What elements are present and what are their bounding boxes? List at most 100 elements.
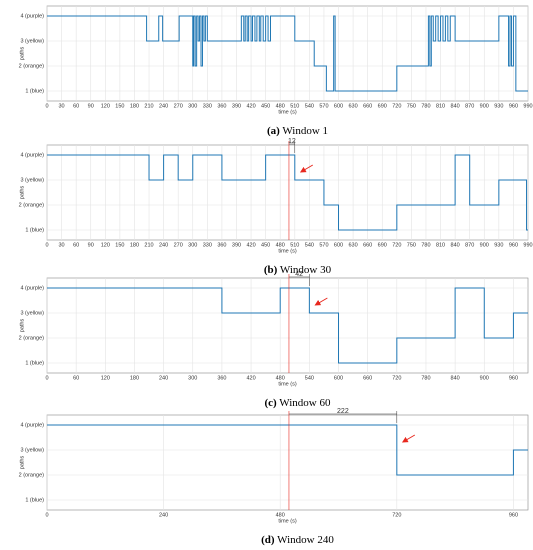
x-axis-label: time (s) bbox=[278, 381, 297, 387]
x-tick-label: 840 bbox=[451, 242, 460, 248]
x-tick-label: 270 bbox=[174, 103, 183, 109]
caption-text: Window 60 bbox=[279, 397, 331, 409]
x-tick-label: 150 bbox=[115, 103, 124, 109]
x-tick-label: 210 bbox=[144, 103, 153, 109]
chart-panel: 0 60 120 180 240 300 360 420 480 540 600 660 720 780 8… bbox=[19, 271, 529, 409]
y-tick-label: 3 (yellow) bbox=[20, 177, 44, 183]
plot-area bbox=[46, 414, 529, 511]
y-tick-label: 1 (blue) bbox=[25, 88, 44, 94]
caption-text: Window 240 bbox=[277, 534, 334, 546]
caption-text: Window 30 bbox=[280, 264, 332, 276]
x-tick-label: 690 bbox=[378, 242, 387, 248]
x-tick-label: 420 bbox=[246, 242, 255, 248]
caption-tag: (a) bbox=[267, 125, 280, 137]
caption: (a) Window 1 bbox=[267, 125, 328, 137]
x-tick-label: 540 bbox=[305, 242, 314, 248]
x-tick-label: 780 bbox=[421, 375, 430, 381]
x-tick-label: 240 bbox=[159, 103, 168, 109]
y-tick-label: 1 (blue) bbox=[25, 227, 44, 233]
x-tick-label: 960 bbox=[509, 512, 518, 518]
y-tick-label: 1 (blue) bbox=[25, 497, 44, 503]
x-tick-label: 360 bbox=[217, 242, 226, 248]
x-tick-label: 870 bbox=[465, 242, 474, 248]
x-tick-label: 240 bbox=[159, 512, 168, 518]
red-arrow bbox=[299, 164, 314, 173]
x-tick-label: 660 bbox=[363, 375, 372, 381]
x-tick-label: 600 bbox=[334, 242, 343, 248]
chart-panel: 0 30 60 90 120 150 180 210 240 270 300 330 360 390 420… bbox=[19, 138, 533, 276]
x-tick-label: 840 bbox=[451, 375, 460, 381]
x-tick-label: 300 bbox=[188, 242, 197, 248]
caption-text: Window 1 bbox=[282, 125, 328, 137]
red-arrow bbox=[401, 434, 416, 443]
caption: (c) Window 60 bbox=[265, 397, 331, 409]
x-tick-label: 780 bbox=[421, 103, 430, 109]
x-tick-label: 0 bbox=[45, 242, 48, 248]
x-tick-label: 600 bbox=[334, 103, 343, 109]
chart-panel: 0 30 60 90 120 150 180 210 240 270 300 330 360 390 420… bbox=[19, 5, 533, 137]
x-tick-label: 750 bbox=[407, 242, 416, 248]
x-tick-label: 120 bbox=[101, 103, 110, 109]
x-tick-label: 480 bbox=[276, 242, 285, 248]
x-tick-label: 450 bbox=[261, 103, 270, 109]
x-tick-label: 180 bbox=[130, 375, 139, 381]
x-tick-label: 510 bbox=[290, 103, 299, 109]
x-tick-label: 660 bbox=[363, 242, 372, 248]
x-tick-label: 930 bbox=[494, 103, 503, 109]
x-tick-label: 960 bbox=[509, 375, 518, 381]
x-axis-label: time (s) bbox=[278, 518, 297, 524]
plot-area bbox=[46, 277, 529, 374]
x-tick-label: 60 bbox=[73, 103, 79, 109]
x-tick-label: 600 bbox=[334, 375, 343, 381]
x-tick-label: 480 bbox=[276, 103, 285, 109]
y-axis-label: paths bbox=[19, 186, 25, 200]
y-tick-label: 3 (yellow) bbox=[20, 38, 44, 44]
x-tick-label: 480 bbox=[276, 512, 285, 518]
x-tick-label: 720 bbox=[392, 375, 401, 381]
x-tick-label: 330 bbox=[203, 242, 212, 248]
span-label: 12 bbox=[288, 138, 296, 145]
x-tick-label: 90 bbox=[88, 242, 94, 248]
x-tick-label: 900 bbox=[480, 375, 489, 381]
x-tick-label: 570 bbox=[319, 242, 328, 248]
y-tick-label: 4 (purple) bbox=[20, 285, 44, 291]
y-tick-label: 1 (blue) bbox=[25, 360, 44, 366]
x-tick-label: 810 bbox=[436, 242, 445, 248]
x-tick-label: 30 bbox=[59, 103, 65, 109]
x-tick-label: 300 bbox=[188, 103, 197, 109]
y-tick-label: 2 (orange) bbox=[19, 63, 45, 69]
x-tick-label: 120 bbox=[101, 375, 110, 381]
x-tick-label: 720 bbox=[392, 103, 401, 109]
y-tick-label: 3 (yellow) bbox=[20, 447, 44, 453]
x-tick-label: 540 bbox=[305, 375, 314, 381]
y-tick-label: 2 (orange) bbox=[19, 472, 45, 478]
x-tick-label: 870 bbox=[465, 103, 474, 109]
x-tick-label: 60 bbox=[73, 375, 79, 381]
x-tick-label: 660 bbox=[363, 103, 372, 109]
x-tick-label: 330 bbox=[203, 103, 212, 109]
x-tick-label: 0 bbox=[45, 375, 48, 381]
span-label: 42 bbox=[295, 271, 303, 278]
caption-tag: (d) bbox=[261, 534, 275, 546]
x-tick-label: 30 bbox=[59, 242, 65, 248]
step-line bbox=[47, 424, 528, 476]
x-tick-label: 210 bbox=[144, 242, 153, 248]
x-tick-label: 420 bbox=[246, 375, 255, 381]
red-arrow bbox=[314, 297, 328, 306]
span-label: 222 bbox=[337, 408, 349, 415]
y-tick-label: 2 (orange) bbox=[19, 335, 45, 341]
step-line bbox=[47, 15, 528, 92]
x-tick-label: 720 bbox=[392, 512, 401, 518]
y-tick-label: 4 (purple) bbox=[20, 422, 44, 428]
y-axis-label: paths bbox=[19, 456, 25, 470]
x-tick-label: 360 bbox=[217, 375, 226, 381]
x-tick-label: 300 bbox=[188, 375, 197, 381]
x-tick-label: 510 bbox=[290, 242, 299, 248]
x-tick-label: 990 bbox=[523, 103, 532, 109]
chart-panel: 0 240 480 720 960 1 (blue) 2 (orange) 3 (yellow… bbox=[19, 408, 529, 546]
x-tick-label: 90 bbox=[88, 103, 94, 109]
step-line bbox=[47, 287, 528, 364]
x-axis-label: time (s) bbox=[278, 109, 297, 115]
x-tick-label: 630 bbox=[348, 242, 357, 248]
x-tick-label: 240 bbox=[159, 242, 168, 248]
